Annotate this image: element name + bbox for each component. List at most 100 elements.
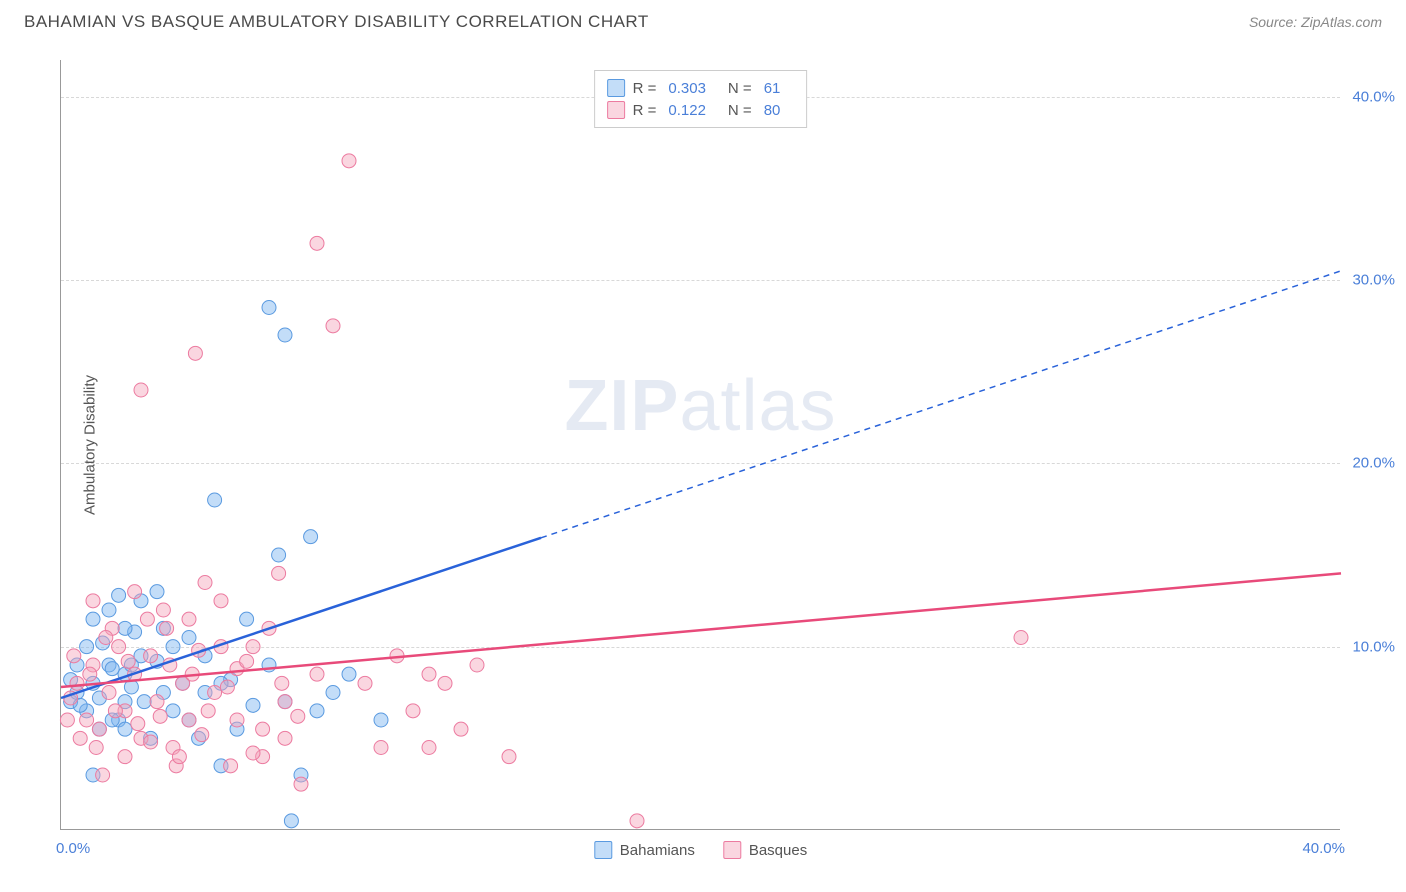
n-label: N = <box>728 80 752 97</box>
scatter-point-basques <box>240 654 254 668</box>
scatter-point-basques <box>256 722 270 736</box>
scatter-point-basques <box>220 680 234 694</box>
n-value-basques: 80 <box>764 102 781 119</box>
scatter-point-basques <box>438 676 452 690</box>
plot-area: ZIPatlas 10.0%20.0%30.0%40.0% R = 0.303 … <box>60 60 1340 830</box>
r-value-basques: 0.122 <box>668 102 706 119</box>
legend-swatch-bahamians <box>594 841 612 859</box>
scatter-point-basques <box>224 759 238 773</box>
scatter-point-bahamians <box>246 698 260 712</box>
scatter-point-basques <box>150 695 164 709</box>
scatter-point-basques <box>108 704 122 718</box>
r-label: R = <box>633 80 657 97</box>
scatter-point-basques <box>144 735 158 749</box>
scatter-point-basques <box>156 603 170 617</box>
scatter-point-bahamians <box>150 585 164 599</box>
scatter-point-basques <box>83 667 97 681</box>
n-value-bahamians: 61 <box>764 80 781 97</box>
scatter-point-basques <box>80 713 94 727</box>
legend-stats-row-basques: R = 0.122 N = 80 <box>607 99 795 121</box>
scatter-point-basques <box>502 750 516 764</box>
scatter-point-basques <box>422 667 436 681</box>
scatter-point-basques <box>230 713 244 727</box>
legend-swatch-basques <box>607 101 625 119</box>
scatter-point-basques <box>291 709 305 723</box>
scatter-point-basques <box>326 319 340 333</box>
r-value-bahamians: 0.303 <box>668 80 706 97</box>
scatter-point-bahamians <box>374 713 388 727</box>
source-name: ZipAtlas.com <box>1301 14 1382 30</box>
scatter-point-basques <box>128 585 142 599</box>
scatter-point-basques <box>182 612 196 626</box>
scatter-point-basques <box>188 346 202 360</box>
scatter-point-basques <box>406 704 420 718</box>
scatter-point-basques <box>310 667 324 681</box>
chart-header: BAHAMIAN VS BASQUE AMBULATORY DISABILITY… <box>0 0 1406 40</box>
scatter-point-bahamians <box>272 548 286 562</box>
scatter-point-basques <box>144 649 158 663</box>
scatter-point-bahamians <box>166 704 180 718</box>
scatter-point-bahamians <box>342 667 356 681</box>
scatter-point-basques <box>198 576 212 590</box>
scatter-point-basques <box>92 722 106 736</box>
scatter-point-basques <box>454 722 468 736</box>
scatter-point-bahamians <box>166 640 180 654</box>
scatter-point-bahamians <box>284 814 298 828</box>
scatter-point-bahamians <box>112 588 126 602</box>
y-tick-label: 30.0% <box>1352 272 1395 289</box>
legend-label-basques: Basques <box>749 842 807 859</box>
source-prefix: Source: <box>1249 14 1301 30</box>
scatter-point-basques <box>112 640 126 654</box>
scatter-point-bahamians <box>262 301 276 315</box>
scatter-point-basques <box>182 713 196 727</box>
scatter-point-bahamians <box>137 695 151 709</box>
scatter-point-basques <box>153 709 167 723</box>
scatter-point-basques <box>310 236 324 250</box>
scatter-point-basques <box>73 731 87 745</box>
scatter-point-basques <box>470 658 484 672</box>
scatter-point-basques <box>99 631 113 645</box>
scatter-point-basques <box>160 621 174 635</box>
scatter-point-bahamians <box>182 631 196 645</box>
scatter-point-basques <box>214 594 228 608</box>
scatter-point-bahamians <box>80 640 94 654</box>
scatter-point-basques <box>246 640 260 654</box>
y-tick-label: 40.0% <box>1352 88 1395 105</box>
source-attribution: Source: ZipAtlas.com <box>1249 14 1382 30</box>
scatter-point-bahamians <box>240 612 254 626</box>
legend-swatch-bahamians <box>607 79 625 97</box>
y-tick-label: 10.0% <box>1352 638 1395 655</box>
scatter-point-basques <box>131 717 145 731</box>
legend-item-basques: Basques <box>723 841 807 859</box>
r-label: R = <box>633 102 657 119</box>
scatter-point-bahamians <box>118 621 132 635</box>
scatter-point-basques <box>422 741 436 755</box>
scatter-point-basques <box>342 154 356 168</box>
scatter-point-basques <box>89 741 103 755</box>
scatter-point-basques <box>96 768 110 782</box>
scatter-point-basques <box>60 713 74 727</box>
scatter-point-bahamians <box>278 328 292 342</box>
trend-line-bahamians <box>61 538 541 698</box>
scatter-point-bahamians <box>118 722 132 736</box>
scatter-point-basques <box>102 686 116 700</box>
scatter-point-basques <box>358 676 372 690</box>
scatter-point-basques <box>374 741 388 755</box>
scatter-point-bahamians <box>86 612 100 626</box>
scatter-svg <box>61 60 1340 829</box>
scatter-point-bahamians <box>102 603 116 617</box>
scatter-point-basques <box>195 728 209 742</box>
scatter-point-basques <box>294 777 308 791</box>
scatter-point-basques <box>278 695 292 709</box>
scatter-point-basques <box>172 750 186 764</box>
scatter-point-basques <box>208 686 222 700</box>
legend-stats-box: R = 0.303 N = 61 R = 0.122 N = 80 <box>594 70 808 128</box>
trend-line-dashed-bahamians <box>541 271 1341 538</box>
scatter-point-bahamians <box>105 662 119 676</box>
legend-stats-row-bahamians: R = 0.303 N = 61 <box>607 77 795 99</box>
scatter-point-basques <box>201 704 215 718</box>
x-tick-40: 40.0% <box>1302 840 1345 857</box>
scatter-point-bahamians <box>310 704 324 718</box>
scatter-point-basques <box>246 746 260 760</box>
n-label: N = <box>728 102 752 119</box>
